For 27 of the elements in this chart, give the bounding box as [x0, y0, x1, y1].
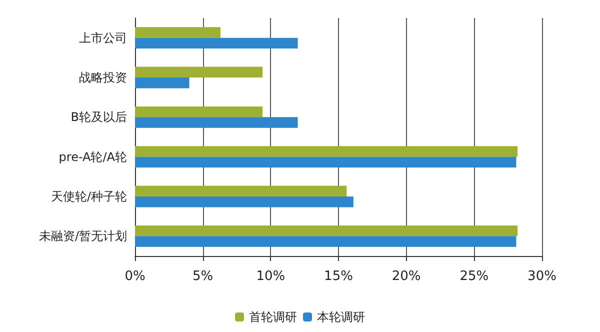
x-tick-label: 20%	[392, 269, 421, 284]
x-tick-label: 10%	[256, 269, 286, 284]
y-tick-label: 天使轮/种子轮	[50, 190, 127, 204]
x-tick-label: 25%	[460, 269, 489, 284]
y-tick-label: pre-A轮/A轮	[58, 150, 127, 164]
x-tick-label: 30%	[528, 269, 556, 284]
bar	[135, 106, 263, 118]
x-tick-label: 15%	[324, 269, 353, 284]
bar	[135, 156, 516, 168]
y-tick-label: 战略投资	[79, 70, 127, 84]
y-tick-label: 上市公司	[79, 30, 127, 45]
bar	[135, 78, 190, 88]
x-tick-label: 0%	[124, 269, 146, 284]
bar	[135, 196, 354, 208]
bar	[135, 225, 518, 236]
bar	[135, 236, 516, 247]
y-tick-label: 未融资/暂无计划	[38, 229, 127, 244]
bar	[135, 117, 298, 128]
bar	[135, 38, 298, 49]
bar	[135, 66, 263, 78]
legend-label: 首轮调研	[249, 310, 297, 324]
y-tick-label: B轮及以后	[70, 110, 127, 124]
x-tick-label: 5%	[192, 269, 214, 284]
bar	[135, 146, 518, 157]
bar	[135, 27, 220, 38]
legend-label: 本轮调研	[317, 310, 365, 324]
bar	[135, 186, 347, 196]
